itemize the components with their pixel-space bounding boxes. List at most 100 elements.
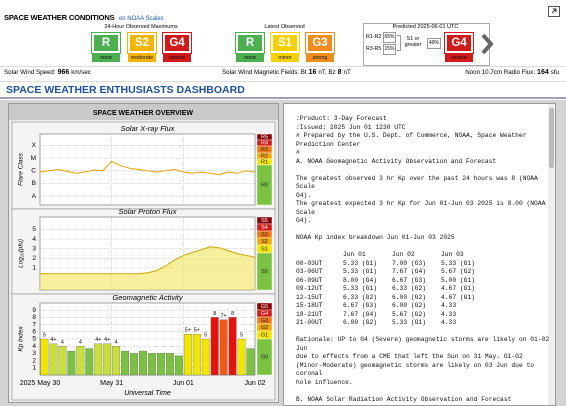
expand-icon[interactable]: [548, 6, 560, 17]
table-cell: 4.67 (G1): [441, 285, 476, 292]
status-item: Solar Wind Speed: 966 km/sec: [4, 69, 93, 76]
scale-code: G3: [305, 32, 335, 54]
scale-label: severe: [445, 54, 473, 62]
text-line: B. NOAA Solar Radiation Activity Observa…: [296, 395, 512, 403]
kp-bar-label: 7+: [221, 313, 227, 319]
scrollbar[interactable]: [548, 104, 555, 405]
status-item: Solar Wind Magnetic Fields: Bt 16 nT, Bz 8 n…: [222, 69, 353, 76]
kp-bar: [148, 353, 156, 376]
status-bar: [0, 66, 566, 82]
scale-label: none: [236, 54, 264, 62]
kp-bar: [192, 334, 201, 376]
table-cell: 4.33: [441, 319, 457, 326]
scale-box: G3 strong: [305, 32, 335, 62]
scale-strip-label: G4: [261, 311, 268, 317]
table-header-cell: Jun 03: [441, 251, 464, 258]
kp-bar: [157, 353, 165, 376]
panel-title: Solar X-ray Flux: [121, 124, 175, 133]
table-header-cell: Jun 02: [392, 251, 415, 258]
panel-title: Geomagnetic Activity: [112, 293, 183, 302]
table-cell: 6.00 (G2): [343, 319, 378, 326]
text-block: :Product: 3-Day Forecast:Issued: 2025 Ju…: [296, 115, 552, 166]
prob-label: R3-R5: [366, 46, 382, 52]
scale-label: moderate: [128, 54, 156, 62]
table-cell: 5.33 (G1): [343, 268, 378, 275]
kp-bar-label: 5: [43, 332, 46, 338]
scales-link[interactable]: on NOAA Scales: [118, 16, 164, 22]
prob-value: 49%: [427, 38, 441, 49]
scale-code: R: [235, 32, 265, 54]
text-block: Jun 01 Jun 02 Jun 03 00-03UT 5.33 (G1) 7.00 (…: [296, 251, 552, 328]
scale-strip: [256, 252, 273, 291]
y-tick-label: A: [32, 193, 37, 200]
kp-bar: [67, 350, 76, 376]
y-tick-label: 9: [32, 307, 36, 314]
text-line: # Prepared by the U.S. Dept. of Commerce…: [296, 132, 527, 139]
text-line: :Product: 3-Day Forecast: [296, 115, 387, 122]
status-text: sfu: [550, 69, 559, 76]
x-tick-label: Jun 01: [173, 380, 194, 387]
table-row: 06-09UT 8.00 (G4) 6.67 (G3) 5.00 (G1): [296, 277, 552, 286]
scale-strip-label: S1: [261, 246, 268, 252]
scale-code: G4: [444, 32, 474, 54]
x-tick-label: May 31: [100, 380, 123, 387]
y-tick-label: 8: [32, 314, 36, 321]
prob-value: 15%: [383, 44, 396, 55]
scale-label: severe: [163, 54, 191, 62]
status-item: Noon 10.7cm Radio Flux: 164 sfu: [465, 69, 561, 76]
scale-strip-label: S0: [261, 269, 268, 275]
kp-bar-label: 4+: [104, 337, 110, 343]
text-line: (Minor-Moderate) geomagnetic storms are …: [296, 361, 535, 369]
text-line: #: [296, 149, 300, 156]
next-arrow[interactable]: [481, 34, 493, 54]
status-text: nT: [343, 69, 351, 76]
y-tick-label: M: [31, 155, 36, 162]
chevron[interactable]: [481, 34, 493, 54]
kp-bar: [246, 348, 255, 376]
kp-bar: [201, 338, 210, 376]
text-block: Rationale: UP to G4 (Severe) geomagnetic…: [296, 336, 552, 387]
y-tick-label: 5: [32, 336, 36, 343]
table-cell: 7.00 (G3): [392, 259, 427, 267]
scale-strip-label: G3: [261, 318, 268, 324]
kp-bar: [112, 346, 121, 376]
table-cell: 15-18UT: [296, 302, 323, 309]
y-tick-label: 2: [32, 357, 36, 364]
kp-bar: [130, 353, 138, 376]
prob-value: 65%: [383, 32, 396, 43]
y-tick-label: 6: [32, 329, 36, 336]
table-cell: 12-15UT: [296, 293, 323, 301]
table-header: Jun 01 Jun 02 Jun 03: [296, 251, 552, 260]
kp-bar: [183, 334, 192, 376]
kp-bar-label: 4+: [95, 337, 101, 343]
kp-bar: [49, 343, 58, 376]
table-cell: 7.67 (G4): [392, 268, 427, 275]
scale-strip: [256, 338, 273, 376]
table-cell: 4.67 (G1): [441, 293, 476, 301]
scale-strip-label: S5: [261, 218, 268, 224]
kp-bar: [165, 353, 174, 376]
table-cell: 18-21UT: [296, 310, 323, 318]
overview-chart: SPACE WEATHER OVERVIEW Solar X-ray Flux Fl…: [9, 104, 278, 401]
scale-strip-label: G0: [261, 354, 268, 360]
table-cell: 5.33 (G1): [392, 319, 427, 326]
x-tick-label: 2025 May 30: [20, 380, 61, 387]
kp-bar-label: 8: [213, 311, 216, 317]
scale-box: S2 moderate: [127, 32, 157, 62]
scale-strip-label: G1: [261, 332, 268, 338]
kp-bar: [94, 343, 103, 376]
scroll-thumb[interactable]: [549, 108, 554, 168]
y-tick-label: X: [32, 142, 37, 149]
table-cell: 6.00 (G2): [392, 293, 427, 301]
scale-code: R: [91, 32, 121, 54]
scale-code: S1: [270, 32, 300, 54]
status-text: nT, Bz: [318, 69, 336, 76]
scale-strip-label: S3: [261, 232, 268, 238]
scale-strip-label: R5: [261, 134, 268, 140]
table-cell: 5.33 (G1): [343, 285, 378, 292]
table-cell: 4.33: [441, 310, 457, 318]
prob-label: R1-R2: [366, 34, 382, 40]
panel-title: Solar Proton Flux: [119, 207, 177, 216]
